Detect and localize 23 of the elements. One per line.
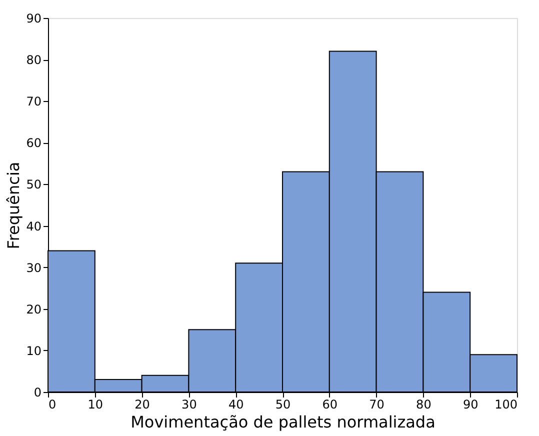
x-tick-label: 70 [369,398,384,412]
y-axis-title: Frequência [4,162,24,250]
x-tick-label: 90 [462,398,478,412]
x-tick-label: 20 [134,398,150,412]
y-tick-label: 30 [26,260,42,275]
x-tick-label: 50 [275,398,291,412]
x-tick-label: 100 [494,398,518,412]
y-tick-label: 10 [26,344,42,358]
y-tick-label: 40 [26,219,42,234]
x-tick-label: 40 [228,398,244,412]
x-tick-label: 60 [322,398,338,412]
x-tick-label: 30 [182,398,197,412]
x-tick-label: 0 [48,398,56,412]
x-axis-title: Movimentação de pallets normalizada [130,412,436,432]
y-tick-label: 90 [26,12,42,26]
x-tick-label: 10 [88,398,104,412]
y-tick-label: 50 [26,178,42,192]
x-tick-label: 80 [416,398,432,412]
y-tick-label: 80 [26,53,42,68]
y-tick-label: 0 [34,386,42,400]
y-tick-label: 60 [26,136,42,150]
y-tick-label: 20 [26,302,42,316]
y-tick-label: 70 [26,94,42,109]
